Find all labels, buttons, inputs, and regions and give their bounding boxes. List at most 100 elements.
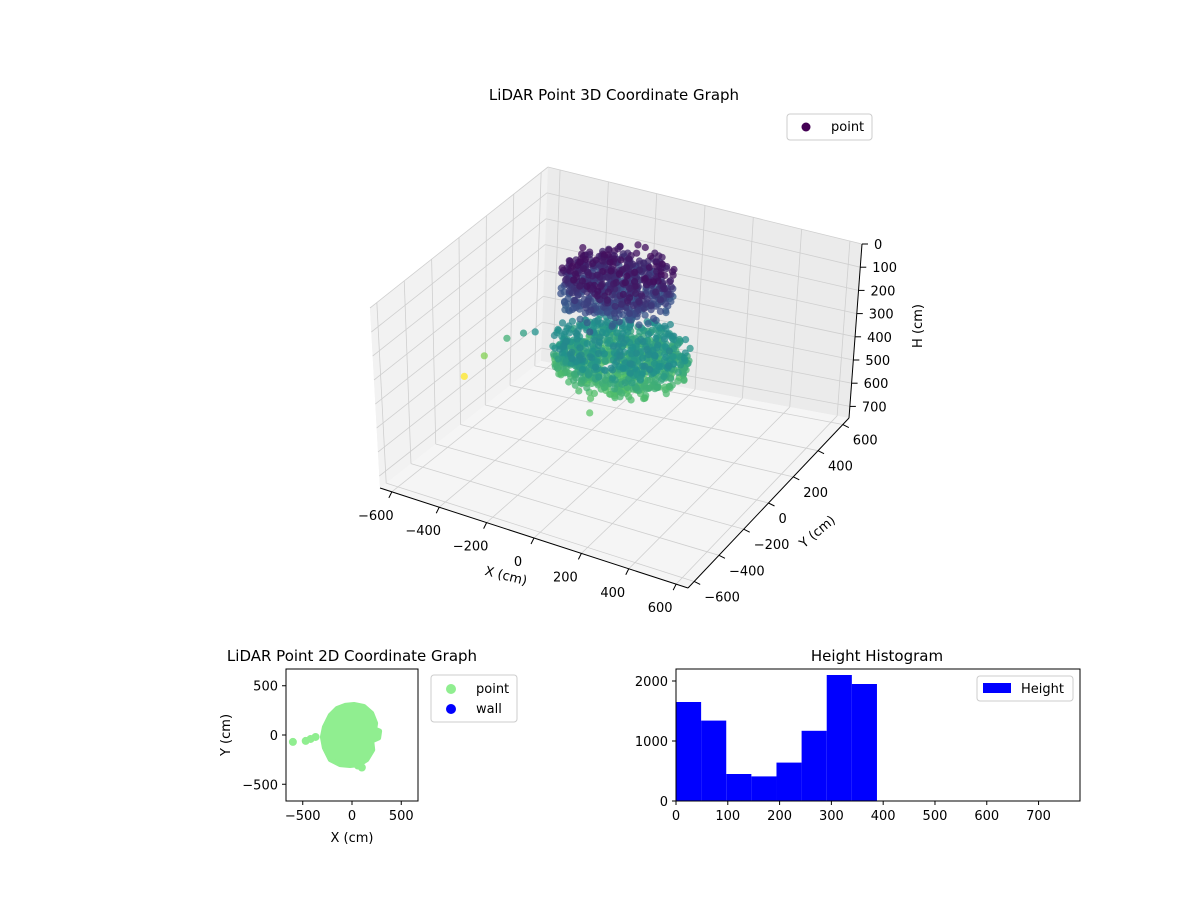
x-tick-label: 400 — [871, 809, 896, 824]
data-point — [554, 364, 562, 372]
data-point — [586, 353, 594, 361]
y-tick-label: −200 — [754, 538, 790, 553]
z-tick-label: 700 — [862, 400, 887, 415]
data-point — [589, 260, 597, 268]
data-point — [587, 394, 595, 402]
data-point — [625, 255, 633, 263]
data-point — [664, 362, 672, 370]
data-point — [558, 264, 566, 272]
y-tick-label: 500 — [253, 680, 278, 695]
data-point — [556, 345, 564, 353]
chart-2d: LiDAR Point 2D Coordinate Graph −500 0 500… — [219, 647, 518, 846]
y-tick — [842, 424, 850, 428]
data-point — [632, 289, 640, 297]
grid-floor-y — [410, 463, 720, 556]
data-point — [557, 290, 565, 298]
grid-left-y — [458, 237, 461, 425]
x-tick-label: −400 — [405, 524, 441, 539]
x-tick-label: 200 — [767, 809, 792, 824]
data-point — [594, 341, 603, 350]
data-point — [651, 385, 659, 393]
data-point — [617, 256, 625, 264]
data-point — [588, 272, 597, 280]
data-point — [557, 371, 565, 379]
data-point — [550, 331, 559, 340]
data-point — [646, 365, 654, 373]
y-tick-label: −400 — [729, 564, 765, 579]
data-point — [560, 298, 569, 306]
histogram-bar — [751, 776, 777, 801]
data-point — [662, 390, 670, 398]
z-tick-label: 100 — [872, 261, 897, 276]
data-point — [560, 330, 568, 338]
grid-floor-y — [509, 385, 819, 452]
z-tick-label: 600 — [864, 377, 889, 392]
data-point — [619, 364, 627, 373]
data-point — [609, 343, 617, 351]
x-tick-label: −600 — [358, 509, 394, 524]
histogram-legend-frame — [976, 675, 1074, 702]
chart-3d-title: LiDAR Point 3D Coordinate Graph — [489, 86, 739, 104]
y-tick-label: 200 — [803, 486, 828, 501]
data-point — [584, 370, 593, 378]
data-point — [625, 309, 634, 318]
data-point — [575, 387, 583, 395]
x-tick-label: 0 — [348, 809, 356, 824]
data-point — [626, 284, 634, 293]
y-tick — [693, 581, 701, 585]
x-tick-label: 500 — [923, 809, 948, 824]
data-point — [573, 335, 581, 343]
grid-floor-y — [485, 404, 794, 478]
data-point — [583, 282, 591, 290]
data-point — [669, 335, 677, 344]
data-point — [613, 329, 621, 337]
x-tick-label: 600 — [974, 809, 999, 824]
histogram-ticks: 0 100 200 300 400 500 600 700 0 1000 2000 — [635, 675, 1051, 824]
data-point — [620, 339, 628, 347]
data-point — [586, 328, 594, 336]
y-tick — [743, 528, 750, 533]
data-point — [628, 379, 636, 387]
y-tick — [793, 476, 800, 481]
data-point — [615, 270, 624, 278]
data-point — [669, 271, 677, 279]
grid-left-z — [379, 347, 542, 477]
data-point — [604, 273, 612, 281]
data-point — [579, 244, 587, 252]
z-tick-label: 300 — [869, 308, 894, 323]
x-tick — [483, 522, 488, 529]
grid-left-y — [431, 259, 437, 445]
data-point — [662, 309, 670, 317]
data-point — [623, 272, 631, 280]
chart-histogram: Height Histogram 0 100 200 300 400 500 600 7000… — [635, 647, 1081, 824]
y-tick — [718, 554, 726, 559]
data-point — [652, 334, 660, 342]
data-point — [611, 302, 619, 310]
histogram-bar — [801, 730, 827, 801]
data-point — [288, 737, 297, 746]
grid-floor-y — [435, 443, 744, 530]
data-point — [554, 355, 562, 363]
data-point — [641, 243, 649, 252]
chart-3d-legend-frame — [786, 113, 873, 141]
data-point — [599, 267, 607, 276]
grid-back-z — [546, 218, 859, 291]
data-point — [610, 280, 618, 288]
data-point — [587, 306, 595, 314]
data-point — [647, 252, 655, 260]
data-point — [570, 276, 578, 284]
histogram-bar — [776, 762, 802, 801]
data-point — [609, 374, 617, 382]
data-point — [680, 375, 688, 384]
data-point — [608, 322, 616, 331]
data-point — [574, 291, 582, 299]
data-point — [621, 379, 629, 387]
data-point — [674, 368, 682, 376]
data-point — [583, 384, 591, 392]
chart-3d-left-pane — [370, 167, 548, 488]
legend-marker-point — [801, 122, 811, 132]
data-point — [576, 282, 584, 290]
x-tick — [435, 507, 440, 514]
data-point — [645, 351, 653, 359]
data-point — [353, 761, 362, 770]
